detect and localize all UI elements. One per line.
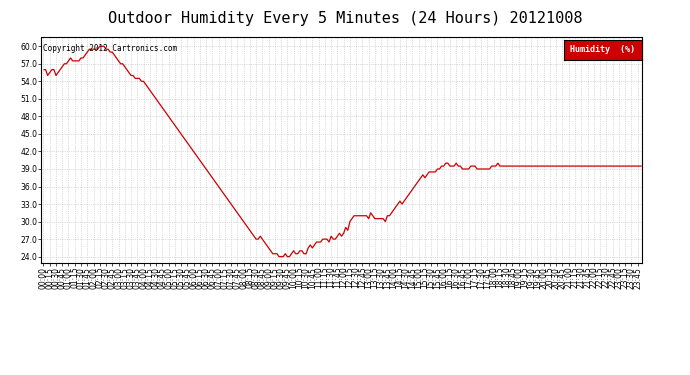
Text: Outdoor Humidity Every 5 Minutes (24 Hours) 20121008: Outdoor Humidity Every 5 Minutes (24 Hou…: [108, 11, 582, 26]
Text: Copyright 2012 Cartronics.com: Copyright 2012 Cartronics.com: [43, 44, 177, 53]
